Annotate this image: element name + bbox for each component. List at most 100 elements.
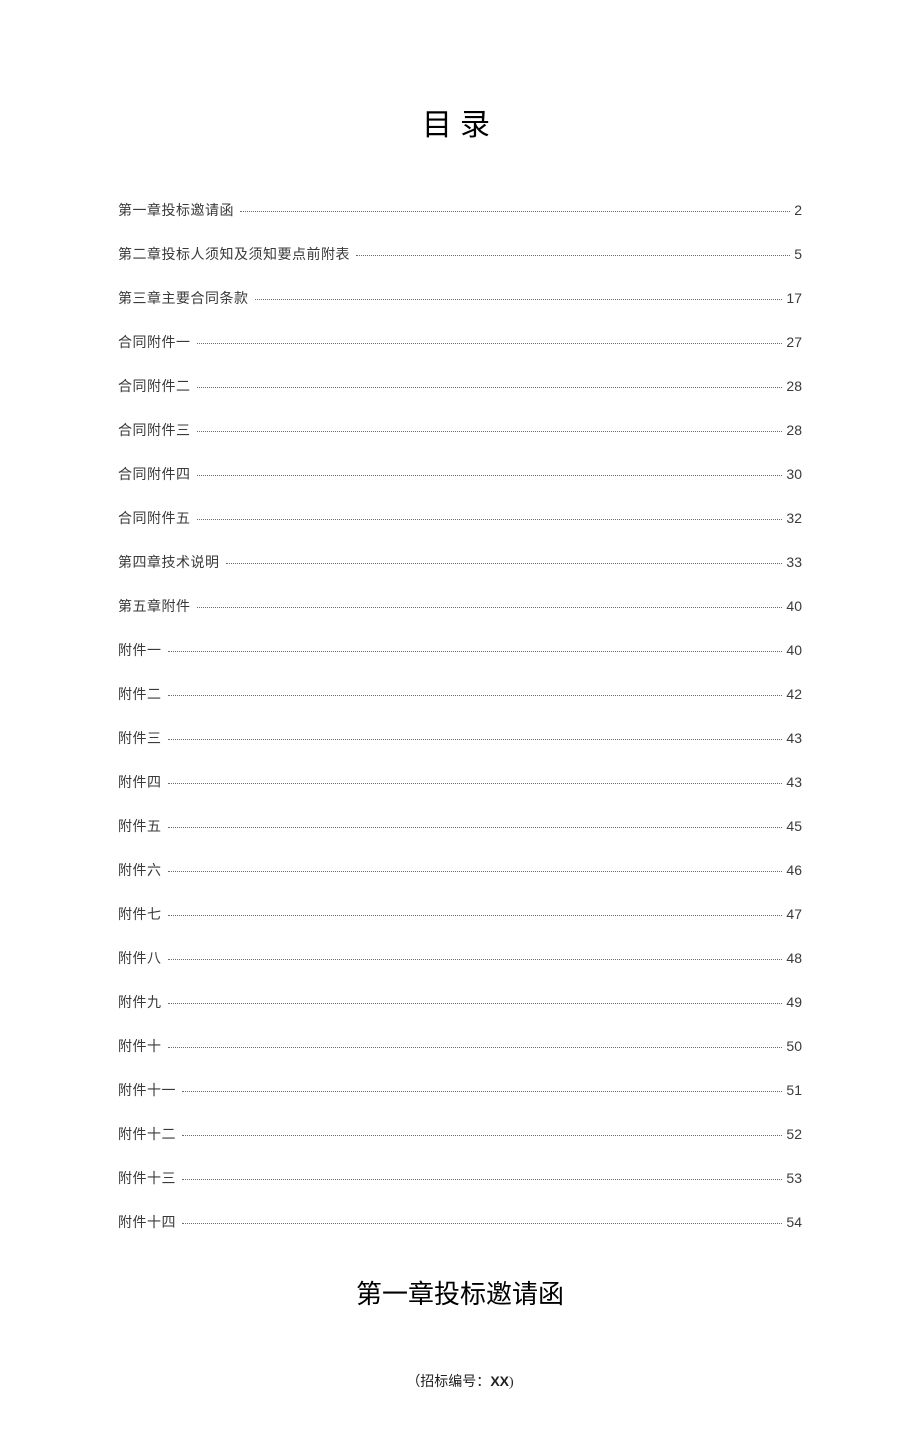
toc-row: 第四章技术说明 33	[118, 552, 802, 574]
toc-row: 附件五 45	[118, 816, 802, 838]
toc-leader	[226, 563, 783, 564]
toc-row: 附件七 47	[118, 904, 802, 926]
toc-row: 合同附件五 32	[118, 508, 802, 530]
toc-page: 40	[786, 640, 802, 661]
toc-leader	[356, 255, 790, 256]
bid-prefix: （招标编号：	[406, 1375, 490, 1390]
toc-label: 合同附件五	[118, 509, 191, 530]
toc-leader	[197, 607, 783, 608]
toc-leader	[168, 871, 783, 872]
toc-page: 5	[794, 244, 802, 265]
toc-leader	[182, 1091, 782, 1092]
toc-label: 合同附件三	[118, 421, 191, 442]
toc-page: 40	[786, 596, 802, 617]
toc-leader	[168, 827, 783, 828]
toc-label: 第五章附件	[118, 597, 191, 618]
toc-label: 合同附件一	[118, 333, 191, 354]
toc-label: 第二章投标人须知及须知要点前附表	[118, 245, 350, 266]
toc-page: 54	[786, 1212, 802, 1233]
toc-leader	[197, 343, 783, 344]
toc-page: 28	[786, 420, 802, 441]
toc-row: 第三章主要合同条款 17	[118, 288, 802, 310]
toc-label: 合同附件四	[118, 465, 191, 486]
toc-leader	[182, 1179, 782, 1180]
toc-leader	[197, 519, 783, 520]
toc-page: 28	[786, 376, 802, 397]
toc-row: 合同附件一 27	[118, 332, 802, 354]
toc-leader	[168, 1003, 783, 1004]
toc-leader	[182, 1135, 782, 1136]
toc-row: 第二章投标人须知及须知要点前附表 5	[118, 244, 802, 266]
toc-label: 第一章投标邀请函	[118, 201, 234, 222]
toc-row: 附件十 50	[118, 1036, 802, 1058]
toc-row: 附件十一 51	[118, 1080, 802, 1102]
toc-row: 附件二42	[118, 684, 802, 706]
toc-label: 附件十一	[118, 1081, 176, 1102]
toc-page: 48	[786, 948, 802, 969]
toc-page: 47	[786, 904, 802, 925]
toc-label: 附件十三	[118, 1169, 176, 1190]
toc-leader	[168, 959, 783, 960]
toc-label: 附件三	[118, 729, 162, 750]
toc-leader	[240, 211, 790, 212]
toc-row: 合同附件二 28	[118, 376, 802, 398]
bid-suffix: )	[509, 1375, 514, 1390]
table-of-contents: 第一章投标邀请函 2 第二章投标人须知及须知要点前附表 5 第三章主要合同条款 17 合同附…	[118, 200, 802, 1234]
bid-code: XX	[490, 1373, 509, 1389]
toc-leader	[182, 1223, 782, 1224]
toc-page: 51	[786, 1080, 802, 1101]
toc-row: 附件十二 52	[118, 1124, 802, 1146]
toc-row: 附件四 43	[118, 772, 802, 794]
toc-row: 第一章投标邀请函 2	[118, 200, 802, 222]
toc-label: 附件十四	[118, 1213, 176, 1234]
toc-row: 第五章附件 40	[118, 596, 802, 618]
toc-row: 附件六46	[118, 860, 802, 882]
toc-page: 2	[794, 200, 802, 221]
toc-leader	[168, 915, 783, 916]
toc-leader	[168, 651, 783, 652]
toc-leader	[255, 299, 783, 300]
toc-label: 附件九	[118, 993, 162, 1014]
bid-number-line: （招标编号：XX)	[118, 1371, 802, 1391]
toc-label: 附件八	[118, 949, 162, 970]
toc-leader	[197, 431, 783, 432]
toc-row: 合同附件三 28	[118, 420, 802, 442]
toc-page: 43	[786, 772, 802, 793]
toc-leader	[197, 387, 783, 388]
toc-label: 附件四	[118, 773, 162, 794]
toc-page: 33	[786, 552, 802, 573]
toc-page: 43	[786, 728, 802, 749]
toc-label: 附件十	[118, 1037, 162, 1058]
toc-leader	[197, 475, 783, 476]
toc-row: 附件八 48	[118, 948, 802, 970]
toc-page: 32	[786, 508, 802, 529]
page-title: 目录	[118, 100, 802, 144]
toc-label: 附件十二	[118, 1125, 176, 1146]
toc-label: 附件二	[118, 685, 162, 706]
toc-page: 27	[786, 332, 802, 353]
toc-row: 附件三 43	[118, 728, 802, 750]
toc-page: 49	[786, 992, 802, 1013]
toc-row: 合同附件四 30	[118, 464, 802, 486]
toc-row: 附件十四 54	[118, 1212, 802, 1234]
toc-page: 52	[786, 1124, 802, 1145]
toc-leader	[168, 783, 783, 784]
toc-leader	[168, 739, 783, 740]
toc-label: 附件五	[118, 817, 162, 838]
toc-label: 第三章主要合同条款	[118, 289, 249, 310]
toc-page: 50	[786, 1036, 802, 1057]
toc-row: 附件十三 53	[118, 1168, 802, 1190]
toc-row: 附件九 49	[118, 992, 802, 1014]
toc-row: 附件一40	[118, 640, 802, 662]
toc-leader	[168, 1047, 783, 1048]
toc-page: 45	[786, 816, 802, 837]
toc-page: 17	[786, 288, 802, 309]
toc-page: 30	[786, 464, 802, 485]
toc-label: 附件七	[118, 905, 162, 926]
toc-label: 合同附件二	[118, 377, 191, 398]
toc-page: 53	[786, 1168, 802, 1189]
toc-label: 附件六	[118, 861, 162, 882]
chapter-heading: 第一章投标邀请函	[118, 1274, 802, 1311]
toc-leader	[168, 695, 783, 696]
toc-label: 第四章技术说明	[118, 553, 220, 574]
